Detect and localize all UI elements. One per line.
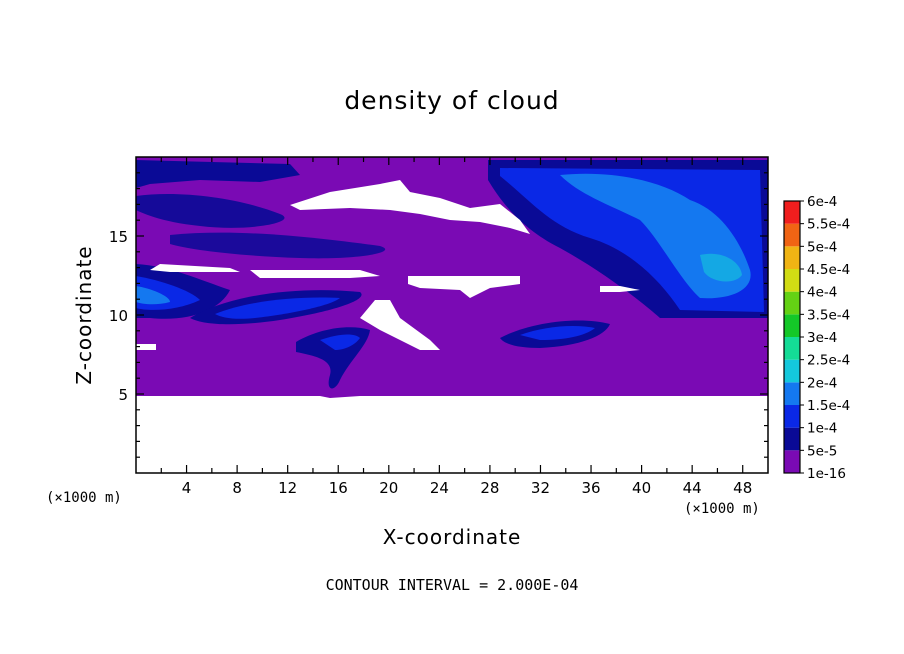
y-tick-label: 15	[109, 228, 128, 246]
colorbar-swatch	[784, 405, 800, 428]
clear-gap-right-small	[600, 286, 640, 292]
x-tick-label: 12	[278, 479, 297, 497]
x-tick-label: 28	[480, 479, 499, 497]
mid-dark-band	[170, 232, 386, 259]
colorbar-label: 5e-5	[807, 443, 837, 459]
y-tick-label: 5	[118, 386, 128, 404]
contour-interval-note: CONTOUR INTERVAL = 2.000E-04	[325, 576, 579, 594]
colorbar-label: 4e-4	[807, 285, 837, 301]
central-blue-core	[320, 334, 360, 350]
x-axis-label: X-coordinate	[382, 525, 522, 549]
x-tick-label: 4	[182, 479, 192, 497]
colorbar-swatch	[784, 314, 800, 337]
x-unit-label-right: (×1000 m)	[684, 501, 760, 517]
x-tick-label: 24	[430, 479, 449, 497]
colorbar-swatch	[784, 359, 800, 383]
colorbar-swatch	[784, 337, 800, 360]
x-tick-label: 44	[683, 479, 702, 497]
x-tick-label: 40	[632, 479, 651, 497]
x-unit-label-left: (×1000 m)	[46, 490, 122, 506]
clear-region-bottom	[136, 396, 768, 473]
mid-blue-lens-core	[215, 297, 340, 319]
clear-gap-top	[290, 180, 530, 234]
x-tick-label: 36	[581, 479, 600, 497]
colorbar-label: 1e-16	[807, 466, 846, 482]
colorbar-swatch	[784, 223, 800, 247]
colorbar-swatch	[784, 450, 800, 473]
colorbar-swatch	[784, 269, 800, 292]
clear-gap-mid	[250, 270, 380, 278]
upper-dark-band-2	[136, 194, 285, 228]
y-tick-label: 10	[109, 307, 128, 325]
clear-gap-mid-right	[408, 276, 520, 298]
right-lower-lens-core	[520, 326, 595, 340]
colorbar-label: 3.5e-4	[807, 307, 850, 323]
colorbar-label: 2.5e-4	[807, 353, 850, 369]
colorbar-label: 5.5e-4	[807, 217, 850, 233]
colorbar-label: 4.5e-4	[807, 262, 850, 278]
colorbar-swatch	[784, 427, 800, 451]
colorbar: 1e-16 5e-5 1e-4 1.5e-4 2e-4 2.5e-4 3e-4 3.5e-4 4…	[783, 194, 850, 482]
colorbar-swatch	[784, 382, 800, 405]
colorbar-label: 1e-4	[807, 421, 837, 437]
upper-dark-band	[136, 160, 300, 188]
x-tick-label: 20	[379, 479, 398, 497]
colorbar-label: 1.5e-4	[807, 398, 850, 414]
clear-gap-mid-left	[150, 264, 240, 272]
x-tick-label: 32	[531, 479, 550, 497]
x-axis-ticks: 4 8 12 16 20 24 28 32 36 40 44 48	[160, 157, 752, 497]
colorbar-label: 6e-4	[807, 194, 837, 210]
y-axis-ticks: 5 10 15	[109, 172, 768, 458]
x-tick-label: 48	[733, 479, 752, 497]
cloud-density-field	[136, 157, 768, 473]
colorbar-label: 2e-4	[807, 375, 837, 391]
left-light-core	[136, 286, 170, 305]
colorbar-swatch	[784, 201, 800, 224]
x-tick-label: 16	[329, 479, 348, 497]
clear-gap-center	[360, 300, 440, 350]
colorbar-swatch	[784, 291, 800, 315]
colorbar-label: 3e-4	[807, 330, 837, 346]
right-lightest-spot	[700, 253, 742, 282]
cloud-base-ragged	[136, 380, 768, 398]
clear-gap-left-small	[136, 344, 156, 350]
colorbar-label: 5e-4	[807, 239, 837, 255]
y-axis-label: Z-coordinate	[72, 245, 96, 385]
colorbar-swatch	[784, 246, 800, 269]
chart-title: density of cloud	[344, 86, 560, 115]
x-tick-label: 8	[232, 479, 242, 497]
